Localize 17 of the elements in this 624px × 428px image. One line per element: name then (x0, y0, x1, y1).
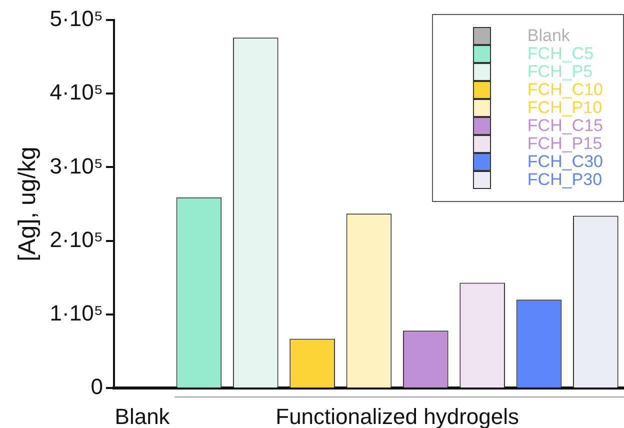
y-tick-label: 4·10⁵ (50, 80, 103, 105)
text: Blank (114, 404, 171, 428)
legend-label: FCH_C5 (527, 44, 594, 63)
legend-label: FCH_C30 (527, 152, 603, 171)
y-tick-label: 3·10⁵ (50, 153, 103, 178)
legend-label: FCH_P30 (527, 170, 602, 189)
y-tick-label: 1·10⁵ (50, 300, 103, 326)
legend-label: Blank (527, 26, 570, 45)
y-axis-title: [Ag], ug/kg (14, 146, 42, 262)
legend-label: FCH_C15 (527, 116, 603, 135)
legend-label: FCH_P15 (527, 134, 602, 153)
y-tick-label: 0 (90, 374, 103, 400)
legend-label: FCH_C10 (527, 80, 603, 99)
legend-label: FCH_P10 (527, 98, 602, 117)
y-tick-label: 5·10⁵ (50, 6, 103, 32)
y-tick-label: 2·10⁵ (50, 226, 103, 252)
legend-label: FCH_P5 (527, 62, 593, 81)
